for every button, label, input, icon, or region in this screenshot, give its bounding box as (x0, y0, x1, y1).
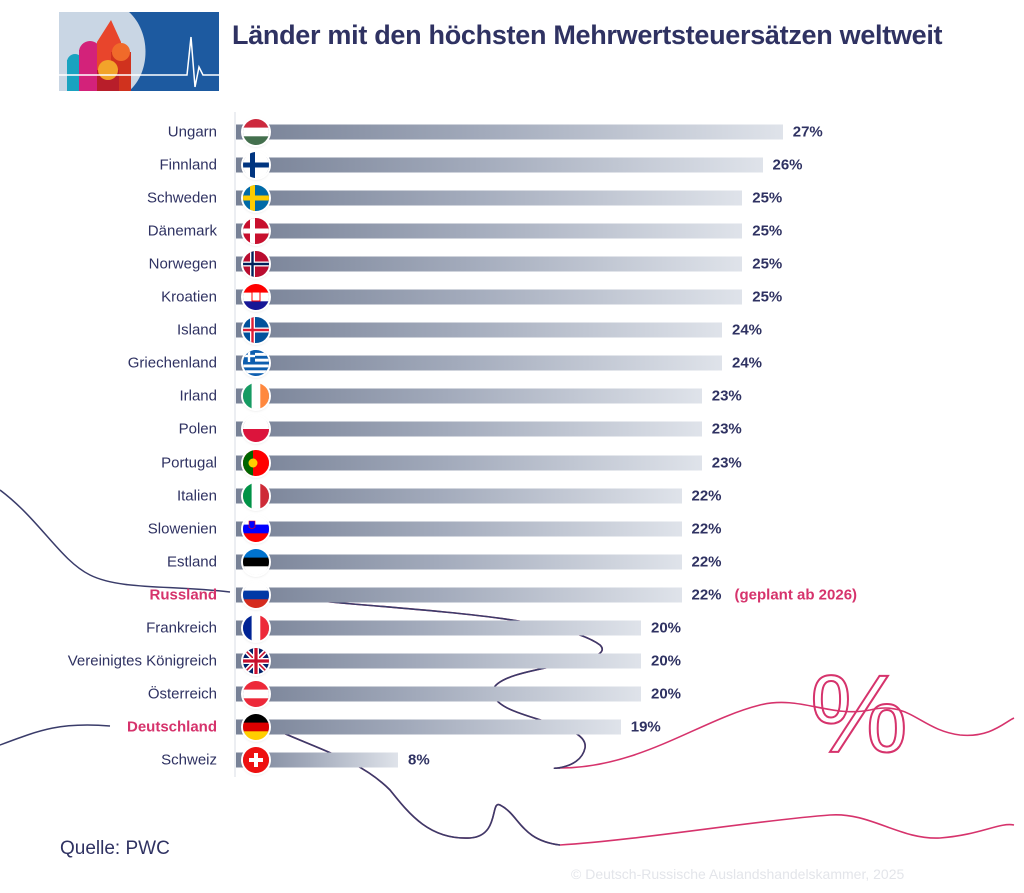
flag-icon-fi (243, 152, 269, 179)
category-label: Italien (176, 487, 217, 505)
category-label: Schweiz (161, 751, 217, 769)
data-label: 24% (732, 354, 763, 372)
bar (236, 256, 743, 272)
bar (236, 521, 682, 537)
flag-icon-hu (243, 119, 269, 145)
data-label: 26% (772, 156, 803, 174)
copyright-note: © Deutsch-Russische Auslandshandelskamme… (571, 866, 905, 882)
bar (236, 488, 682, 504)
data-label: 23% (711, 387, 742, 405)
flag-icon-ch (243, 746, 269, 773)
flag-icon-ru (243, 581, 269, 608)
category-label: Norwegen (148, 255, 217, 273)
data-label: 19% (630, 718, 661, 736)
bar-chart: Ungarn 27% Finnland 26% Schweden 25% Dänemark 2… (67, 119, 858, 773)
bar (236, 752, 398, 768)
flag-icon-hr (243, 284, 269, 311)
data-label: 25% (752, 222, 783, 240)
flag-icon-at (243, 680, 269, 707)
bar (236, 223, 743, 239)
bar (236, 355, 722, 371)
category-label: Ungarn (167, 123, 217, 141)
data-label: 27% (792, 123, 823, 141)
data-label: 24% (732, 321, 763, 339)
category-label: Deutschland (126, 718, 217, 736)
bar (236, 719, 621, 735)
category-label: Russland (149, 586, 217, 604)
category-label: Polen (178, 420, 217, 438)
data-label: 20% (651, 619, 682, 637)
flag-icon-de (243, 713, 269, 740)
chart-title: Länder mit den höchsten Mehrwertsteuersä… (232, 20, 943, 50)
category-label: Slowenien (147, 520, 217, 538)
source-note: Quelle: PWC (60, 838, 170, 859)
category-label: Estland (166, 553, 217, 571)
data-label: 23% (711, 454, 742, 471)
flag-icon-si (243, 515, 269, 542)
flag-icon-it (243, 482, 269, 509)
percent-sign-decoration: % (810, 653, 908, 776)
data-label: 23% (711, 420, 742, 438)
bar (236, 455, 702, 470)
bar (236, 124, 783, 140)
category-label: Island (176, 321, 217, 339)
bar (236, 388, 702, 404)
data-label: 8% (408, 751, 430, 769)
data-label: 22% (691, 553, 722, 571)
data-label: 22% (691, 520, 722, 538)
bar (236, 421, 702, 437)
flag-icon-pl (243, 416, 269, 443)
flag-icon-ee (243, 548, 269, 575)
flag-icon-dk (243, 218, 269, 245)
data-label: 25% (752, 189, 783, 207)
category-label: Portugal (161, 454, 217, 471)
logo (59, 12, 219, 91)
data-label: 22% (691, 586, 722, 604)
flag-icon-no (243, 251, 269, 278)
data-label: 22% (691, 487, 722, 505)
bar (236, 653, 641, 669)
flag-icon-ie (243, 383, 269, 410)
bar (236, 322, 722, 338)
bar (236, 686, 641, 702)
category-label: Schweden (146, 189, 217, 207)
category-label: Griechenland (127, 354, 217, 372)
flag-icon-gb (243, 647, 269, 674)
flag-icon-gr (243, 350, 269, 377)
annotation: (geplant ab 2026) (734, 586, 858, 604)
data-label: 25% (752, 288, 783, 306)
bar (236, 554, 682, 570)
bar (236, 289, 743, 305)
axis-line (234, 112, 236, 777)
flag-icon-is (243, 317, 269, 344)
data-label: 25% (752, 255, 783, 273)
bar (236, 620, 641, 636)
bar (236, 190, 743, 206)
bar (236, 587, 682, 603)
category-label: Kroatien (161, 288, 217, 306)
bar (236, 157, 763, 173)
category-label: Vereinigtes Königreich (67, 652, 217, 670)
category-label: Dänemark (147, 222, 217, 240)
flag-icon-se (243, 185, 269, 212)
category-label: Österreich (147, 685, 217, 703)
category-label: Finnland (159, 156, 217, 174)
category-label: Frankreich (146, 619, 217, 637)
flag-icon-fr (243, 614, 269, 641)
data-label: 20% (651, 685, 682, 703)
category-label: Irland (179, 387, 217, 405)
flag-icon-pt (243, 449, 269, 476)
data-label: 20% (651, 652, 682, 670)
